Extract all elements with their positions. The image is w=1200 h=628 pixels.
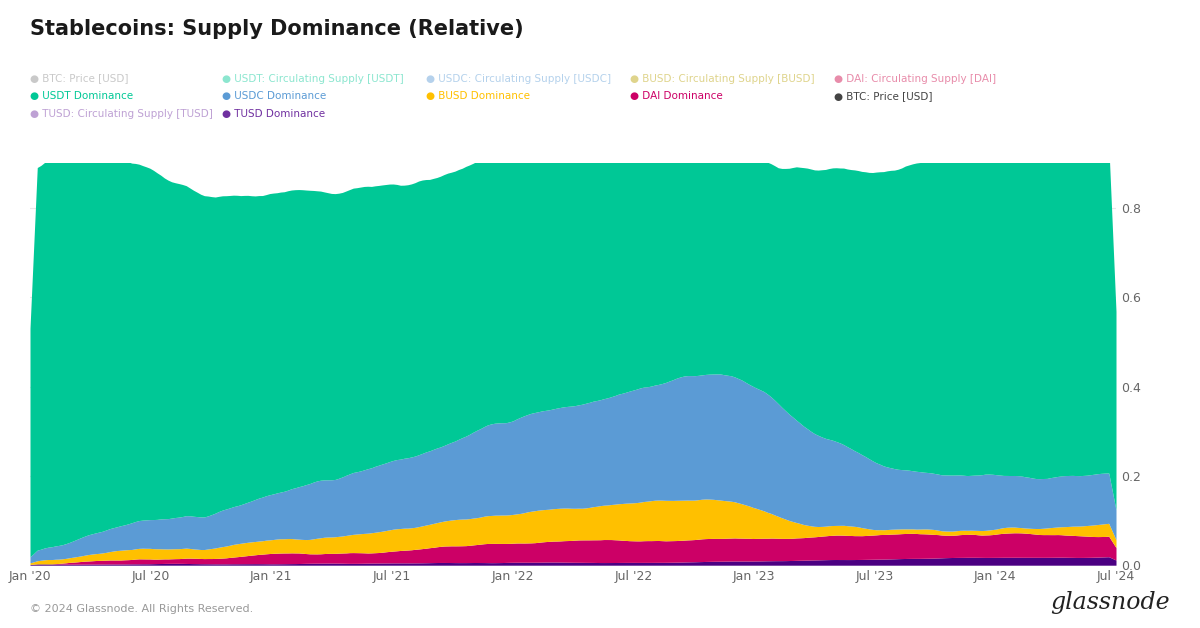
Text: Stablecoins: Supply Dominance (Relative): Stablecoins: Supply Dominance (Relative) [30, 19, 523, 39]
Text: ● DAI Dominance: ● DAI Dominance [630, 91, 722, 101]
Text: ● BTC: Price [USD]: ● BTC: Price [USD] [30, 73, 128, 84]
Text: ● TUSD: Circulating Supply [TUSD]: ● TUSD: Circulating Supply [TUSD] [30, 109, 212, 119]
Text: ● TUSD Dominance: ● TUSD Dominance [222, 109, 325, 119]
Text: ● USDT: Circulating Supply [USDT]: ● USDT: Circulating Supply [USDT] [222, 73, 403, 84]
Text: © 2024 Glassnode. All Rights Reserved.: © 2024 Glassnode. All Rights Reserved. [30, 604, 253, 614]
Text: ● USDC: Circulating Supply [USDC]: ● USDC: Circulating Supply [USDC] [426, 73, 611, 84]
Text: glassnode: glassnode [1050, 591, 1170, 614]
Text: ● USDT Dominance: ● USDT Dominance [30, 91, 133, 101]
Text: ● BUSD Dominance: ● BUSD Dominance [426, 91, 530, 101]
Text: ● USDC Dominance: ● USDC Dominance [222, 91, 326, 101]
Text: ● BTC: Price [USD]: ● BTC: Price [USD] [834, 91, 932, 101]
Text: ● BUSD: Circulating Supply [BUSD]: ● BUSD: Circulating Supply [BUSD] [630, 73, 815, 84]
Text: ● DAI: Circulating Supply [DAI]: ● DAI: Circulating Supply [DAI] [834, 73, 996, 84]
